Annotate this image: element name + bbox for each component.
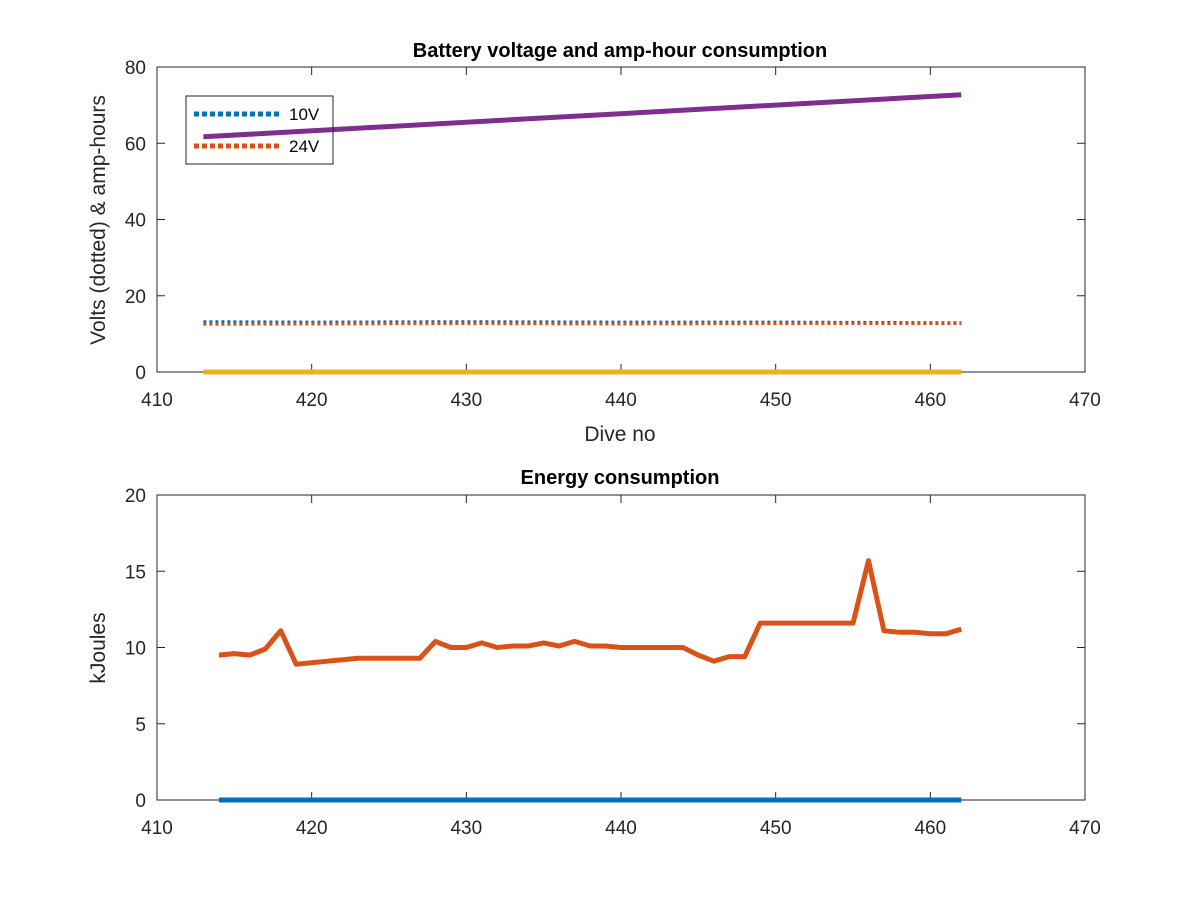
energy-consumption-subplot: Energy consumption kJoules 410 420 430 440 4…	[87, 467, 1101, 839]
y-axis-label: Volts (dotted) & amp-hours	[87, 95, 110, 345]
y-tick-label: 20	[125, 486, 146, 507]
series-3-line	[203, 92, 962, 140]
x-tick-label: 450	[760, 818, 792, 839]
legend-box	[185, 95, 334, 165]
x-tick-label: 430	[450, 390, 482, 411]
x-tick-label: 440	[605, 818, 637, 839]
x-tick-label: 410	[141, 390, 173, 411]
series-24v-line	[203, 322, 962, 326]
x-tick-label: 410	[141, 818, 173, 839]
y-tick-label: 40	[125, 211, 146, 232]
legend: 10V 24V	[185, 95, 334, 165]
chart-title: Battery voltage and amp-hour consumption	[413, 40, 827, 62]
y-tick-label: 20	[125, 287, 146, 308]
y-tick-label: 5	[135, 715, 146, 736]
battery-voltage-subplot: Battery voltage and amp-hour consumption…	[87, 40, 1101, 446]
y-tick-label: 0	[135, 363, 146, 384]
x-tick-label: 460	[914, 818, 946, 839]
chart-title: Energy consumption	[521, 467, 720, 489]
x-tick-label: 460	[914, 390, 946, 411]
x-tick-label: 430	[450, 818, 482, 839]
x-tick-label: 470	[1069, 818, 1101, 839]
x-tick-label: 420	[296, 818, 328, 839]
y-axis-label: kJoules	[87, 612, 110, 683]
legend-label-24v: 24V	[289, 137, 320, 156]
x-tick-label: 470	[1069, 390, 1101, 411]
y-tick-label: 80	[125, 58, 146, 79]
x-tick-label: 450	[760, 390, 792, 411]
y-tick-label: 60	[125, 134, 146, 155]
y-tick-label: 15	[125, 562, 146, 583]
x-tick-label: 440	[605, 390, 637, 411]
x-tick-label: 420	[296, 390, 328, 411]
legend-label-10v: 10V	[289, 105, 320, 124]
x-axis-label: Dive no	[584, 423, 655, 446]
y-tick-label: 10	[125, 639, 146, 660]
series-10v-line	[203, 320, 962, 325]
series-1-line	[218, 558, 963, 667]
y-tick-label: 0	[135, 791, 146, 812]
